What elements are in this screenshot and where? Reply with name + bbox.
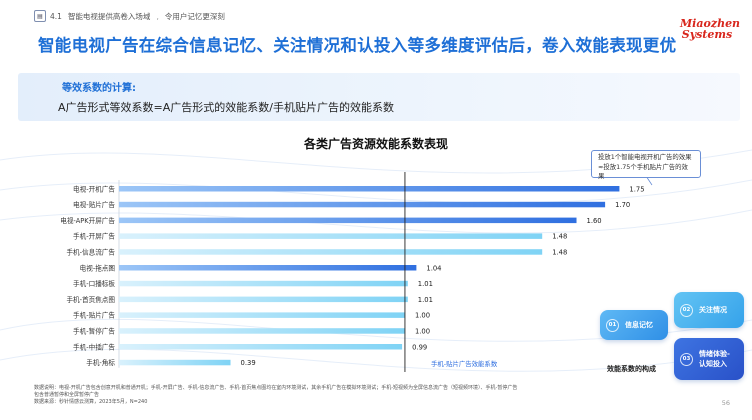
page-number: 56 <box>721 399 730 407</box>
bar <box>119 296 408 303</box>
category-label: 电视-开机广告 <box>73 184 115 193</box>
category-label: 手机-中插广告 <box>73 342 115 351</box>
bubble-number: 03 <box>680 352 693 366</box>
formula-body: A广告形式等效系数=A广告形式的效能系数/手机贴片广告的效能系数 <box>58 101 394 114</box>
data-label: 1.48 <box>552 248 567 256</box>
bar <box>119 280 408 287</box>
category-label: 电视-贴片广告 <box>73 200 115 209</box>
bar <box>119 249 543 255</box>
bar <box>119 233 543 239</box>
section-number: 4.1 <box>50 11 62 21</box>
logo-line-2: Systems <box>681 28 733 41</box>
data-label: 1.60 <box>587 217 602 225</box>
category-label: 手机-口播标板 <box>73 279 115 288</box>
bubble-label: 信息记忆 <box>625 321 653 329</box>
brand-logo: Miaozhen Systems <box>680 17 741 41</box>
category-label: 手机-角标 <box>86 358 115 367</box>
data-label: 1.00 <box>415 312 430 320</box>
breadcrumb: ▤ 4.1 智能电视提供高卷入场域 , 令用户记忆更深刻 <box>34 8 225 24</box>
section-subtitle: 令用户记忆更深刻 <box>164 11 225 21</box>
data-label: 1.75 <box>629 185 644 193</box>
footnote-1: 数据说明：电视-开机广告包含创意开机和普通开机；手机-开屏广告、手机-信息流广告… <box>34 385 518 391</box>
section-icon: ▤ <box>34 10 46 22</box>
data-label: 1.01 <box>418 280 433 288</box>
category-label: 电视-APK开屏广告 <box>60 216 115 225</box>
section-title: 智能电视提供高卷入场域 <box>67 11 151 21</box>
bubble-attention: 02 关注情况 <box>674 292 744 328</box>
formula-title: 等效系数的计算: <box>62 83 136 94</box>
data-label: 1.04 <box>426 264 441 272</box>
breadcrumb-separator: , <box>156 11 159 21</box>
data-label: 0.39 <box>241 359 256 367</box>
footnote-2: 包含普通暂停和全屏暂停广告 <box>34 392 100 398</box>
data-label: 0.99 <box>412 343 427 351</box>
bar <box>119 328 405 334</box>
page-title: 智能电视广告在综合信息记忆、关注情况和认投入等多维度评估后，卷入效能表现更优 <box>38 36 677 55</box>
chart-title: 各类广告资源效能系数表现 <box>303 137 448 151</box>
logo-line-1: Miaozhen <box>680 17 741 30</box>
bar <box>119 201 606 208</box>
bubble-info-memory: 01 信息记忆 <box>600 310 668 340</box>
data-label: 1.00 <box>415 327 430 335</box>
reference-label: 手机-贴片广告效能系数 <box>431 359 498 368</box>
bubble-number: 01 <box>606 318 619 332</box>
bubble-emotion-cognition: 03 情绪体验- 认知投入 <box>674 338 744 380</box>
annotation-callout: 投放1个智能电视开机广告的效果 ≈投放1.75个手机贴片广告的效果 <box>591 150 701 180</box>
bubble-number: 02 <box>680 303 693 317</box>
data-label: 1.48 <box>552 233 567 241</box>
bar <box>119 344 403 350</box>
category-label: 手机-信息流广告 <box>66 247 115 256</box>
bubble-label-line-2: 认知投入 <box>699 360 727 368</box>
category-label: 手机-开屏广告 <box>73 232 115 241</box>
bar <box>119 265 417 271</box>
category-label: 手机-暂停广告 <box>73 326 115 335</box>
formula-box: 等效系数的计算: A广告形式等效系数=A广告形式的效能系数/手机贴片广告的效能系… <box>18 73 740 121</box>
bar <box>119 359 231 366</box>
category-label: 电视-拖点图 <box>80 263 116 272</box>
category-label: 手机-贴片广告 <box>73 311 115 320</box>
bar <box>119 312 405 318</box>
bar <box>119 186 620 192</box>
bar <box>119 217 577 224</box>
data-label: 1.01 <box>418 296 433 304</box>
data-label: 1.70 <box>615 201 630 209</box>
category-label: 手机-首页焦点图 <box>66 295 115 304</box>
bubble-label: 关注情况 <box>699 306 727 314</box>
footnote-3: 数据来源：秒针情感云测算，2023年5月，N=240 <box>34 399 148 405</box>
annotation-line-1: 投放1个智能电视开机广告的效果 <box>598 153 692 161</box>
annotation-line-2: ≈投放1.75个手机贴片广告的效果 <box>598 162 688 181</box>
bubble-caption: 效能系数的构成 <box>607 365 656 373</box>
bubble-label-line-1: 情绪体验- <box>699 350 730 358</box>
